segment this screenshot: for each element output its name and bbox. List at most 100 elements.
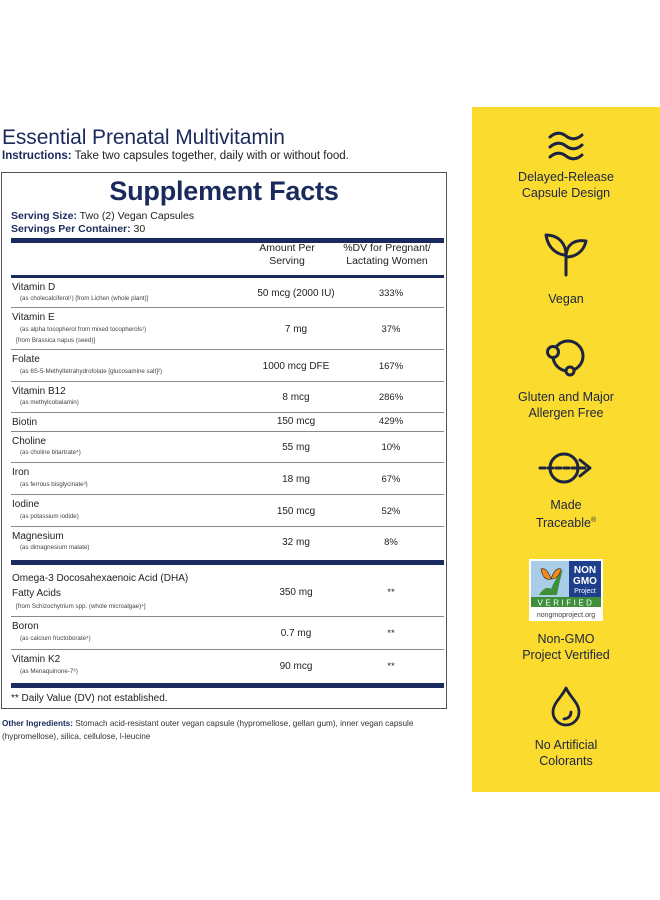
- nutrient-name: Boron: [12, 621, 39, 632]
- nutrient-dv: **: [387, 628, 395, 639]
- table-row: Iodine (as potassium iodide) 150 mcg 52%: [11, 495, 444, 527]
- nutrient-source: (as ferrous bisglycinate³): [20, 481, 88, 488]
- nutrient-dv: 8%: [384, 537, 398, 548]
- svg-text:GMO: GMO: [573, 576, 597, 587]
- dv-footnote: ** Daily Value (DV) not established.: [11, 693, 168, 704]
- nutrient-dv: 333%: [378, 288, 404, 299]
- nutrient-source: (as 6S-5-Methyltetrahydrofolate [glucosa…: [20, 368, 163, 375]
- other-ingredients: Other Ingredients: Stomach acid-resistan…: [2, 718, 458, 743]
- column-header-dv-line2: Lactating Women: [346, 255, 428, 267]
- nutrient-source: (as alpha tocopherol from mixed tocopher…: [20, 326, 147, 333]
- table-row: Vitamin K2 (as Menaquinone-7⁶) 90 mcg **: [11, 650, 444, 682]
- feature-label: Non-GMO Project Vertified: [522, 632, 610, 662]
- nutrient-amount: 50 mcg (2000 IU): [257, 288, 335, 299]
- nutrient-name: Iron: [12, 467, 30, 478]
- table-row: Boron (as calcium fructoborate⁴) 0.7 mg …: [11, 617, 444, 650]
- nutrient-amount: 350 mg: [279, 587, 313, 598]
- feature-label: Vegan: [548, 292, 584, 306]
- nutrient-source: (as choline bitartrate⁴): [20, 449, 81, 456]
- other-ingredients-text: Stomach acid-resistant outer vegan capsu…: [2, 719, 414, 741]
- nutrient-dv: 52%: [381, 506, 401, 517]
- feature-no-artificial-colorants: No Artificial Colorants: [472, 685, 660, 769]
- nutrient-name: Vitamin E: [12, 312, 55, 323]
- svg-text:VERIFIED: VERIFIED: [538, 599, 595, 608]
- drop-icon: [551, 686, 581, 727]
- divider-bar: [11, 238, 444, 243]
- instructions-label: Instructions:: [2, 150, 72, 162]
- nutrient-name: Vitamin B12: [12, 386, 66, 397]
- nutrient-amount: 55 mg: [282, 442, 310, 453]
- nutrient-amount: 150 mcg: [276, 506, 316, 517]
- column-header-amount: Amount Per Serving: [245, 242, 329, 268]
- feature-label: Delayed-Release Capsule Design: [518, 170, 614, 200]
- nutrient-source: (as methylcobalamin): [20, 399, 79, 406]
- supplement-facts-panel: Supplement Facts Serving Size: Two (2) V…: [1, 172, 447, 709]
- nutrient-dv: **: [387, 587, 395, 598]
- nutrient-name: Biotin: [12, 417, 38, 428]
- features-panel: Delayed-Release Capsule Design Vegan Glu…: [472, 107, 660, 792]
- table-row: Biotin 150 mcg 429%: [11, 413, 444, 432]
- feature-made-traceable: Made Traceable®: [472, 451, 660, 531]
- nutrient-amount: 8 mcg: [282, 392, 310, 403]
- product-title: Essential Prenatal Multivitamin: [2, 126, 285, 149]
- nutrient-name: Magnesium: [12, 531, 64, 542]
- feature-vegan: Vegan: [472, 231, 660, 307]
- allergen-free-icon: [546, 339, 585, 377]
- table-row: Omega-3 Docosahexaenoic Acid (DHA) Fatty…: [11, 567, 444, 617]
- nutrient-source: [from Schizochytrium spp. (whole microal…: [16, 603, 146, 610]
- nutrient-name: Omega-3 Docosahexaenoic Acid (DHA): [12, 573, 189, 584]
- table-row: Folate (as 6S-5-Methyltetrahydrofolate […: [11, 350, 444, 382]
- nutrient-amount: 32 mg: [282, 537, 310, 548]
- servings-per-container-label: Servings Per Container:: [11, 223, 131, 235]
- feature-label: Gluten and Major Allergen Free: [518, 390, 614, 420]
- nutrient-dv: 286%: [378, 392, 404, 403]
- waves-icon: [548, 131, 584, 161]
- table-row: Iron (as ferrous bisglycinate³) 18 mg 67…: [11, 463, 444, 495]
- nutrient-source: (as potassium iodide): [20, 513, 79, 520]
- nutrient-name-line2: Fatty Acids: [12, 588, 61, 599]
- nutrient-dv: 167%: [378, 361, 404, 372]
- nutrient-source: (as Menaquinone-7⁶): [20, 668, 78, 675]
- nutrient-name: Iodine: [12, 499, 40, 510]
- nutrient-dv: **: [387, 661, 395, 672]
- nutrient-source: (as dimagnesium malate): [20, 544, 90, 551]
- svg-text:nongmoproject.org: nongmoproject.org: [537, 612, 595, 619]
- supplement-facts-title: Supplement Facts: [109, 176, 339, 206]
- nutrient-dv: 37%: [381, 324, 401, 335]
- nutrient-dv: 10%: [381, 442, 401, 453]
- column-header-amount-line1: Amount Per: [259, 242, 315, 254]
- column-header-dv-line1: %DV for Pregnant/: [343, 242, 431, 254]
- nutrient-dv: 67%: [381, 474, 401, 485]
- divider-bar: [11, 275, 444, 278]
- feature-label: Made Traceable®: [535, 498, 597, 531]
- nutrient-name: Vitamin D: [12, 282, 56, 293]
- table-row: Vitamin B12 (as methylcobalamin) 8 mcg 2…: [11, 382, 444, 413]
- instructions-text: Take two capsules together, daily with o…: [71, 150, 349, 162]
- nutrient-amount: 7 mg: [284, 324, 308, 335]
- nutrient-amount: 150 mcg: [276, 416, 316, 427]
- traceable-arrow-icon: [538, 452, 592, 484]
- nutrient-source: (as calcium fructoborate⁴): [20, 635, 91, 642]
- table-row: Vitamin D (as cholecalciferol¹) [from Li…: [11, 278, 444, 308]
- serving-size-label: Serving Size:: [11, 210, 77, 222]
- column-header-amount-line2: Serving: [269, 255, 305, 267]
- nutrient-source-2: [from Brassica napus (seed)]: [16, 337, 96, 344]
- non-gmo-badge: NON GMO Project VERIFIED nongmoproject.o…: [529, 559, 603, 621]
- svg-text:Project: Project: [574, 588, 596, 595]
- nutrient-source: (as cholecalciferol¹) [from Lichen (whol…: [20, 295, 149, 302]
- table-row: Choline (as choline bitartrate⁴) 55 mg 1…: [11, 432, 444, 463]
- instructions: Instructions: Take two capsules together…: [2, 150, 349, 162]
- nutrient-dv: 429%: [378, 416, 404, 427]
- feature-delayed-release: Delayed-Release Capsule Design: [472, 129, 660, 201]
- table-row: Vitamin E (as alpha tocopherol from mixe…: [11, 308, 444, 350]
- divider-bar: [11, 683, 444, 688]
- servings-per-container-value: 30: [130, 223, 146, 235]
- serving-size-value: Two (2) Vegan Capsules: [76, 210, 195, 222]
- sprout-icon: [544, 233, 588, 277]
- nutrient-amount: 90 mcg: [279, 661, 313, 672]
- nutrient-amount: 1000 mcg DFE: [262, 361, 330, 372]
- column-header-dv: %DV for Pregnant/ Lactating Women: [332, 242, 442, 268]
- divider-bar: [11, 560, 444, 565]
- other-ingredients-label: Other Ingredients:: [2, 719, 73, 728]
- nutrient-amount: 0.7 mg: [280, 628, 312, 639]
